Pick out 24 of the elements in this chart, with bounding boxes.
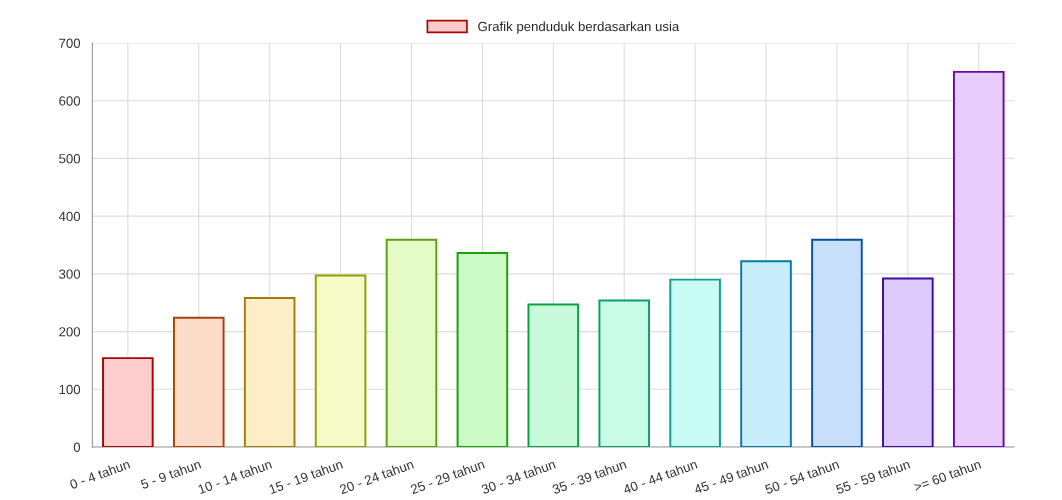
bar xyxy=(102,357,154,447)
y-tick-label: 600 xyxy=(59,96,81,106)
legend-label: Grafik penduduk berdasarkan usia xyxy=(478,21,680,34)
y-tick-label: 200 xyxy=(59,327,81,337)
y-tick-label: 0 xyxy=(73,442,81,452)
bar xyxy=(385,238,438,447)
bar xyxy=(740,260,792,447)
y-tick-label: 400 xyxy=(58,211,81,222)
y-tick-label: 300 xyxy=(59,269,81,279)
bar xyxy=(882,277,934,447)
x-tick-label: >= 60 tahun xyxy=(913,459,982,492)
bar xyxy=(243,297,296,447)
bar xyxy=(811,238,863,447)
bar xyxy=(527,303,580,447)
bar xyxy=(952,70,1005,447)
y-tick-label: 700 xyxy=(59,38,81,48)
bar xyxy=(669,278,721,447)
x-tick-label: 0 - 4 tahun xyxy=(69,459,131,490)
bar xyxy=(456,252,509,447)
y-tick-label: 500 xyxy=(59,154,81,164)
y-tick-label: 100 xyxy=(59,384,81,395)
bar xyxy=(172,316,225,447)
bar xyxy=(598,299,650,447)
bar xyxy=(314,274,367,447)
